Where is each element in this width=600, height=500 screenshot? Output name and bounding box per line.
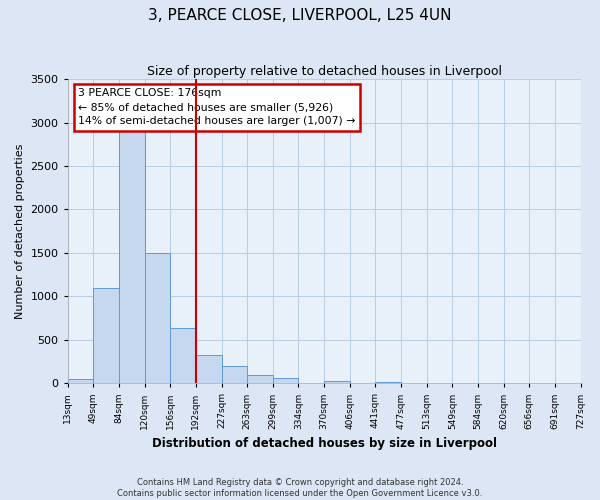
Bar xyxy=(376,382,401,384)
Bar xyxy=(145,253,170,384)
Bar xyxy=(324,381,350,384)
Text: 3, PEARCE CLOSE, LIVERPOOL, L25 4UN: 3, PEARCE CLOSE, LIVERPOOL, L25 4UN xyxy=(148,8,452,22)
Bar xyxy=(196,354,221,384)
Y-axis label: Number of detached properties: Number of detached properties xyxy=(15,144,25,319)
Bar xyxy=(170,328,196,384)
Title: Size of property relative to detached houses in Liverpool: Size of property relative to detached ho… xyxy=(146,65,502,78)
Bar xyxy=(221,366,247,384)
Text: Contains HM Land Registry data © Crown copyright and database right 2024.
Contai: Contains HM Land Registry data © Crown c… xyxy=(118,478,482,498)
Bar xyxy=(247,374,273,384)
Bar xyxy=(68,379,94,384)
Bar xyxy=(94,288,119,384)
X-axis label: Distribution of detached houses by size in Liverpool: Distribution of detached houses by size … xyxy=(152,437,497,450)
Text: 3 PEARCE CLOSE: 176sqm
← 85% of detached houses are smaller (5,926)
14% of semi-: 3 PEARCE CLOSE: 176sqm ← 85% of detached… xyxy=(78,88,355,126)
Bar xyxy=(273,378,298,384)
Bar xyxy=(119,127,145,384)
